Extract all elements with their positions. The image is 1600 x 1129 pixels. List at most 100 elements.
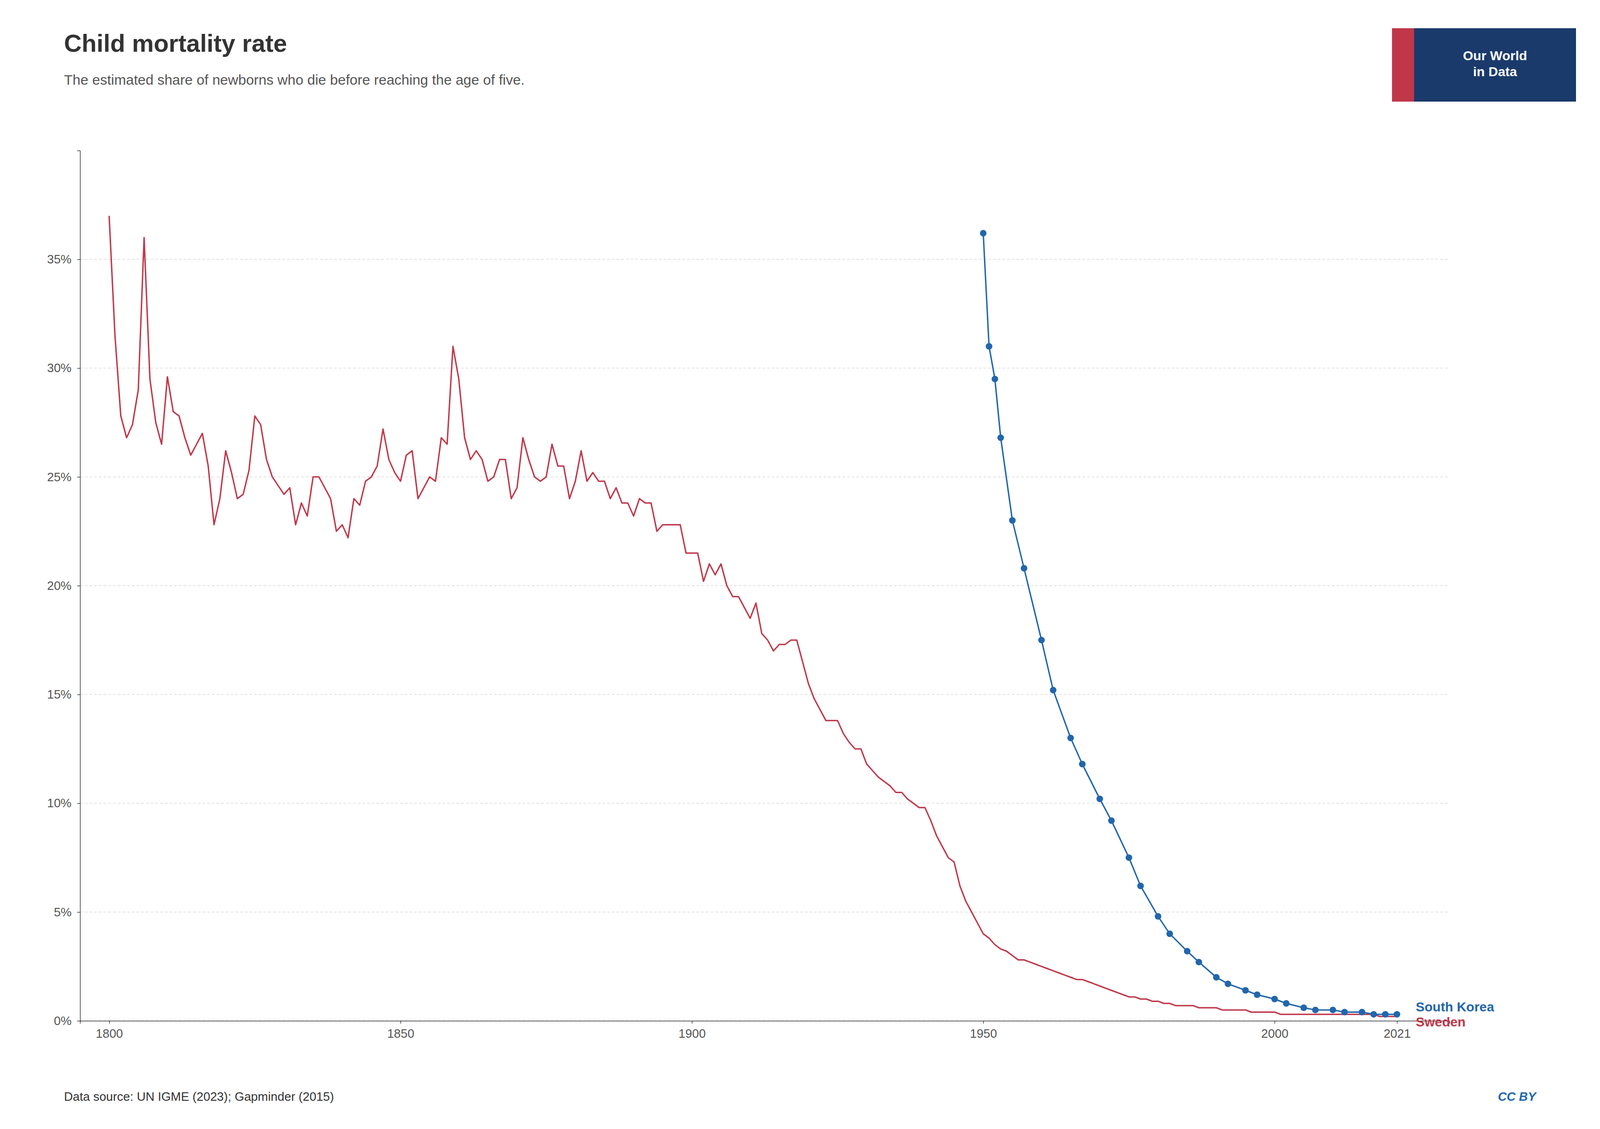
tick-mark [77,803,80,805]
logo-text: Our Worldin Data [1463,48,1528,80]
marker [1341,1009,1348,1016]
x-axis: 1800 1850 1900 1950 2000 2021 [80,1021,1450,1041]
y-tick: 20% [47,578,80,593]
marker [1154,913,1162,920]
grid [80,259,1450,1022]
logo-text-line: Our World [1463,48,1528,64]
marker [1224,980,1232,988]
series-line [983,233,1397,1015]
tick-label: 15% [47,687,72,702]
tick-label: 10% [47,796,72,811]
tick-label: 2021 [1383,1026,1411,1041]
tick-mark [983,1021,984,1024]
marker [1137,882,1144,890]
tick-label: 1850 [387,1026,415,1041]
marker [1067,735,1074,742]
tick-label: 1900 [678,1026,706,1041]
axis-line [77,151,81,1022]
y-tick: 25% [47,470,80,485]
marker [979,230,987,237]
x-tick: 2000 [1261,1021,1289,1041]
marker [1125,854,1133,862]
marker [1329,1007,1336,1014]
logo-box [1392,28,1576,102]
series-label: Sweden [1416,1015,1466,1030]
tick-label: 35% [47,252,72,267]
marker [1242,987,1249,994]
tick-label: 5% [53,905,72,920]
tick-label: 25% [47,470,72,485]
series-labels: South KoreaSweden [1416,1000,1495,1030]
marker [1020,565,1028,572]
tick-label: 30% [47,360,72,376]
tick-label: 1950 [969,1026,998,1041]
logo: Our Worldin Data [1392,28,1576,102]
grid-line [80,694,1450,696]
tick-label: 0% [53,1014,72,1029]
tick-mark [77,585,80,587]
tick-mark [400,1021,401,1024]
plot-area [109,216,1401,1018]
grid-line [80,259,1450,261]
tick-mark [77,477,80,478]
background [0,0,1600,1129]
marker [1393,1011,1401,1018]
grid-line [80,585,1450,587]
y-tick: 35% [47,252,80,267]
marker [1108,817,1115,825]
series-markers [979,230,1400,1018]
logo-text-line: in Data [1472,64,1518,80]
tick-mark [77,912,80,913]
series-line [109,216,1398,1017]
marker [991,376,999,383]
grid-line [80,912,1450,913]
tick-mark [1274,1021,1276,1024]
chart-svg: 0% 5% 10% 15% 20% 25% 30% 35% 1800 1850 1900 1950 20… [0,0,1600,1129]
x-tick: 2021 [1383,1021,1411,1041]
x-tick: 1800 [95,1021,123,1041]
tick-mark [77,259,80,260]
marker [1370,1011,1377,1018]
marker [1253,992,1261,999]
tick-label: 20% [47,578,72,593]
y-tick: 15% [47,687,80,702]
grid-line [80,803,1450,805]
series-label: South Korea [1416,1000,1495,1015]
marker [1079,760,1086,768]
y-tick: 30% [47,360,80,376]
x-tick: 1950 [969,1021,998,1041]
subtitle: The estimated share of newborns who die … [64,72,525,88]
marker [1282,1000,1290,1008]
marker [985,343,993,350]
marker [1166,930,1174,938]
tick-label: 2000 [1261,1026,1289,1041]
y-tick: 0% [53,1014,80,1029]
marker [1049,687,1057,694]
marker [1184,948,1191,955]
tick-mark [77,368,80,369]
y-tick: 10% [47,796,80,811]
logo-stripe [1392,28,1415,102]
tick-mark [1397,1021,1398,1024]
marker [1008,517,1016,524]
axis-line [80,1021,1450,1025]
tick-mark [691,1021,693,1024]
marker [1358,1009,1366,1016]
tick-label: 1800 [95,1026,123,1041]
tick-mark [77,1021,80,1022]
marker [1312,1007,1319,1014]
marker [1195,959,1203,966]
source-note: Data source: UN IGME (2023); Gapminder (… [64,1089,335,1104]
y-axis: 0% 5% 10% 15% 20% 25% 30% 35% [47,151,81,1029]
x-tick: 1900 [678,1021,706,1041]
x-tick: 1850 [387,1021,415,1041]
marker [997,434,1005,442]
grid-line [80,476,1450,478]
title: Child mortality rate [64,29,288,57]
marker [1300,1004,1307,1012]
marker [1271,996,1279,1003]
marker [1096,795,1104,803]
marker [1038,637,1045,644]
marker [1213,974,1220,982]
y-tick: 5% [53,905,80,920]
